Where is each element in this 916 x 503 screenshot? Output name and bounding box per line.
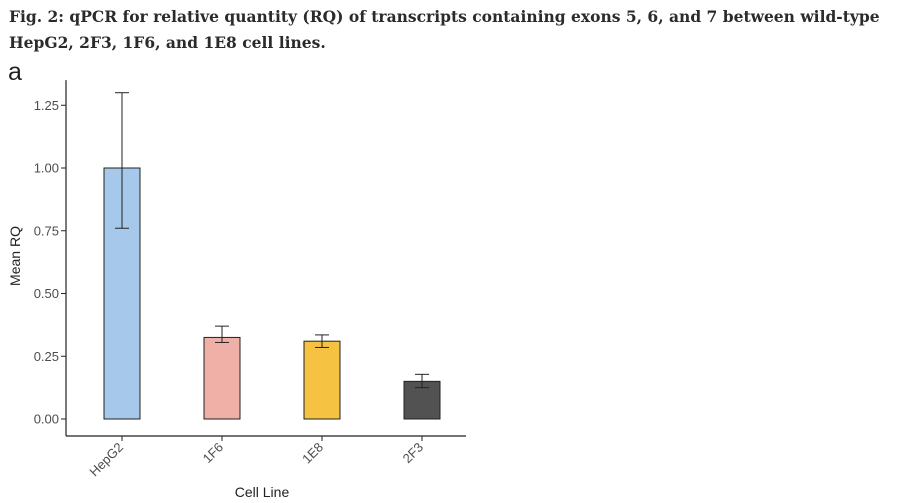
x-tick-label: 2F3: [400, 440, 426, 466]
x-tick-label: 1F6: [200, 440, 226, 466]
figure-caption: Fig. 2: qPCR for relative quantity (RQ) …: [9, 7, 880, 52]
error-bars: [115, 92, 429, 389]
x-axis-title: Cell Line: [235, 484, 290, 500]
bar-1e8: [303, 340, 341, 420]
y-tick-label: 0.25: [34, 349, 59, 364]
y-tick-label: 0.50: [34, 286, 59, 301]
bars: [103, 167, 441, 420]
y-axis-ticks: 0.00 0.25 0.50 0.75 1.00 1.25: [34, 98, 66, 427]
y-tick-label: 0.75: [34, 223, 59, 238]
bar-1f6: [203, 336, 241, 420]
y-tick-label: 1.00: [34, 161, 59, 176]
x-axis-ticks: HepG2 1F6 1E8 2F3: [86, 436, 426, 479]
x-tick-label: HepG2: [86, 440, 126, 480]
y-tick-label: 1.25: [34, 98, 59, 113]
y-tick-label: 0.00: [34, 412, 59, 427]
x-tick-label: 1E8: [299, 440, 326, 467]
panel-label: a: [8, 58, 22, 86]
y-axis-title: Mean RQ: [7, 226, 23, 286]
